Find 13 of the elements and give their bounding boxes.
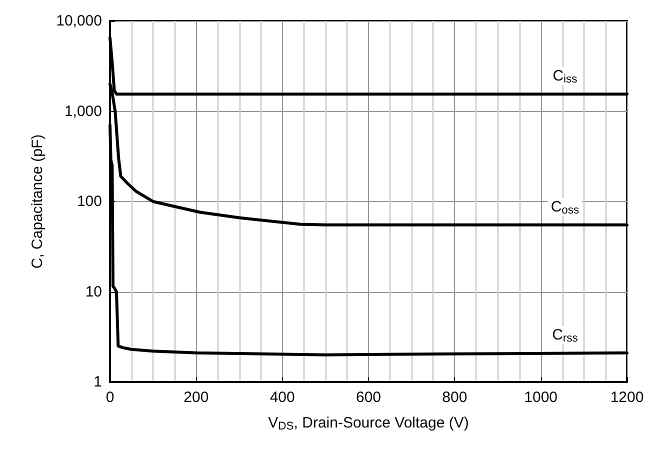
- y-tick-label: 100: [76, 193, 102, 210]
- x-tick-label: 200: [184, 389, 209, 406]
- y-axis-title: C, Capacitance (pF): [29, 134, 46, 269]
- y-tick-label: 10,000: [56, 12, 102, 30]
- y-tick-label: 10: [85, 283, 102, 300]
- x-tick-label: 600: [356, 389, 382, 406]
- x-tick-label: 800: [442, 389, 468, 406]
- x-tick-label: 1200: [610, 389, 644, 406]
- x-tick-label: 1000: [524, 389, 558, 406]
- x-tick-label: 0: [106, 389, 114, 406]
- y-tick-label: 1: [94, 374, 102, 390]
- y-tick-label: 1,000: [64, 102, 102, 120]
- x-tick-label: 400: [270, 389, 295, 406]
